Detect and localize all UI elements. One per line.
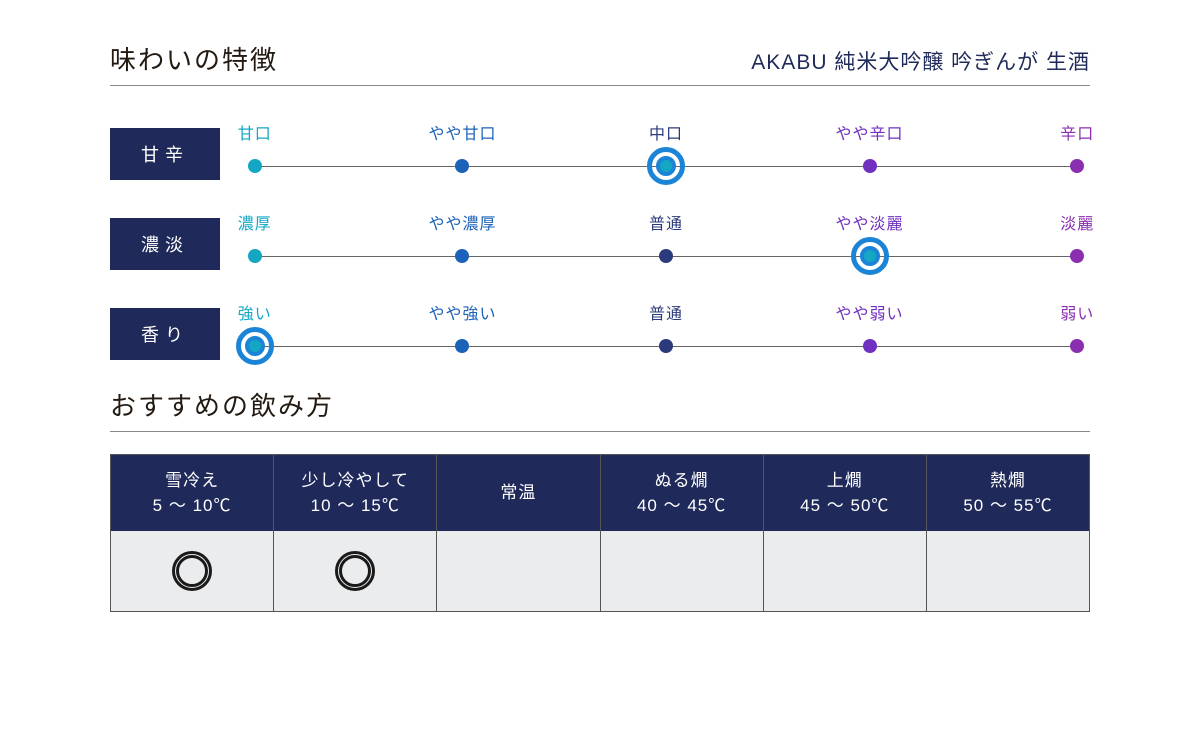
- recommended-icon: [172, 551, 212, 591]
- scale-stop-label: 普通: [649, 300, 683, 324]
- temperature-header: 上燗45 ～ 50℃: [764, 455, 926, 531]
- temperature-name: 熱燗: [990, 468, 1026, 494]
- scale-label: 甘辛: [110, 128, 220, 180]
- scale-track: 強いやや強い普通やや弱い弱い: [242, 294, 1090, 374]
- temperature-header: 常温: [437, 455, 599, 531]
- temperature-name: ぬる燗: [655, 468, 709, 494]
- temperature-cell: [111, 531, 273, 611]
- temperature-cell: [764, 531, 926, 611]
- temperature-cell: [927, 531, 1089, 611]
- scale-label: 香り: [110, 308, 220, 360]
- selected-ring-inner-icon: [860, 246, 880, 266]
- scale-track: 濃厚やや濃厚普通やや淡麗淡麗: [242, 204, 1090, 284]
- scale-stop-label: 辛口: [1060, 120, 1094, 144]
- scale-stop-label: やや強い: [428, 300, 496, 324]
- temperature-name: 雪冷え: [165, 468, 219, 494]
- temperature-range: 50 ～ 55℃: [963, 493, 1052, 519]
- scale-stop-dot: [1070, 249, 1084, 263]
- taste-scales: 甘辛甘口やや甘口中口やや辛口辛口濃淡濃厚やや濃厚普通やや淡麗淡麗香り強いやや強い…: [110, 114, 1090, 374]
- temperature-column: 雪冷え5 ～ 10℃: [111, 455, 274, 611]
- product-subtitle: AKABU 純米大吟醸 吟ぎんが 生酒: [751, 46, 1090, 76]
- scale-stop-label: やや濃厚: [428, 210, 496, 234]
- recommended-icon: [335, 551, 375, 591]
- temperature-cell: [601, 531, 763, 611]
- selected-ring-inner-icon: [245, 336, 265, 356]
- scale-row: 濃淡濃厚やや濃厚普通やや淡麗淡麗: [110, 204, 1090, 284]
- scale-stop-dot: [248, 249, 262, 263]
- scale-stop-label: 濃厚: [238, 210, 272, 234]
- scale-stop-dot: [659, 249, 673, 263]
- scale-stop-dot: [863, 159, 877, 173]
- temperature-name: 常温: [500, 480, 536, 506]
- scale-stop-label: 中口: [649, 120, 683, 144]
- scale-stop-label: 普通: [649, 210, 683, 234]
- scale-row: 香り強いやや強い普通やや弱い弱い: [110, 294, 1090, 374]
- header: 味わいの特徴 AKABU 純米大吟醸 吟ぎんが 生酒: [110, 40, 1090, 86]
- scale-stop-label: やや辛口: [836, 120, 904, 144]
- temperature-column: 上燗45 ～ 50℃: [764, 455, 927, 611]
- scale-stop-dot: [659, 339, 673, 353]
- scale-stop-label: 淡麗: [1060, 210, 1094, 234]
- page-title: 味わいの特徴: [110, 40, 278, 77]
- temperature-range: 40 ～ 45℃: [637, 493, 726, 519]
- scale-stop-dot: [863, 339, 877, 353]
- scale-stop-label: やや淡麗: [836, 210, 904, 234]
- scale-stop-dot: [1070, 339, 1084, 353]
- temperature-range: 10 ～ 15℃: [311, 493, 400, 519]
- temperature-range: 45 ～ 50℃: [800, 493, 889, 519]
- scale-stop-dot: [455, 159, 469, 173]
- temperature-cell: [274, 531, 436, 611]
- scale-stop-dot: [1070, 159, 1084, 173]
- temperature-column: 熱燗50 ～ 55℃: [927, 455, 1089, 611]
- scale-stop-dot: [455, 249, 469, 263]
- temperature-table: 雪冷え5 ～ 10℃少し冷やして10 ～ 15℃常温ぬる燗40 ～ 45℃上燗4…: [110, 454, 1090, 612]
- temperature-column: 少し冷やして10 ～ 15℃: [274, 455, 437, 611]
- scale-stop-label: やや甘口: [428, 120, 496, 144]
- scale-row: 甘辛甘口やや甘口中口やや辛口辛口: [110, 114, 1090, 194]
- scale-label: 濃淡: [110, 218, 220, 270]
- scale-stop-dot: [455, 339, 469, 353]
- temperature-name: 少し冷やして: [302, 468, 410, 494]
- temperature-header: ぬる燗40 ～ 45℃: [601, 455, 763, 531]
- temperature-column: 常温: [437, 455, 600, 611]
- scale-stop-label: 強い: [238, 300, 272, 324]
- temperature-name: 上燗: [827, 468, 863, 494]
- selected-ring-inner-icon: [656, 156, 676, 176]
- temperature-header: 雪冷え5 ～ 10℃: [111, 455, 273, 531]
- scale-stop-label: 弱い: [1060, 300, 1094, 324]
- temperature-header: 少し冷やして10 ～ 15℃: [274, 455, 436, 531]
- temperature-header: 熱燗50 ～ 55℃: [927, 455, 1089, 531]
- temperature-cell: [437, 531, 599, 611]
- scale-track: 甘口やや甘口中口やや辛口辛口: [242, 114, 1090, 194]
- temperature-range: 5 ～ 10℃: [153, 493, 232, 519]
- scale-stop-label: やや弱い: [836, 300, 904, 324]
- section-serving-title: おすすめの飲み方: [110, 386, 1090, 432]
- temperature-column: ぬる燗40 ～ 45℃: [601, 455, 764, 611]
- scale-stop-label: 甘口: [238, 120, 272, 144]
- scale-stop-dot: [248, 159, 262, 173]
